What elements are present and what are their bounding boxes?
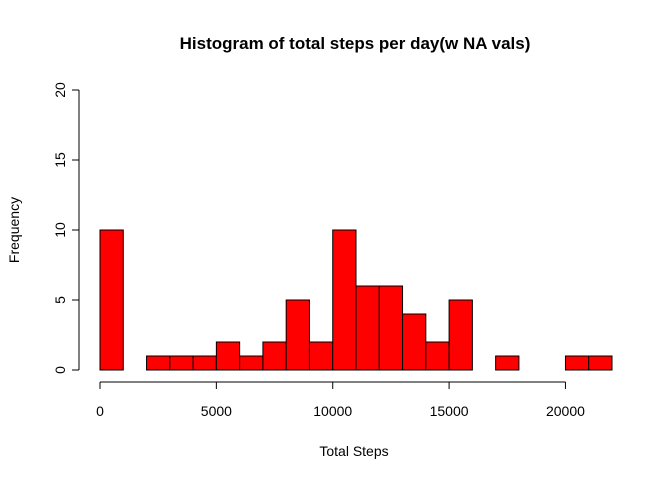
y-tick-label: 20: [52, 82, 68, 98]
histogram-bar: [332, 229, 357, 371]
histogram-bar: [425, 341, 450, 371]
y-tick-label: 15: [52, 152, 68, 168]
y-axis-label: Frequency: [6, 197, 22, 263]
histogram-bar: [588, 355, 613, 371]
histogram-bar: [495, 355, 520, 371]
histogram-bar: [262, 341, 287, 371]
chart-title: Histogram of total steps per day(w NA va…: [180, 34, 531, 53]
x-tick-label: 15000: [430, 403, 469, 419]
histogram-bar: [308, 341, 334, 371]
y-tick-label: 5: [52, 296, 68, 304]
histogram-bar: [192, 355, 217, 371]
histogram-bar: [146, 355, 171, 371]
bars-group: [99, 229, 613, 371]
y-tick-label: 0: [52, 366, 68, 374]
histogram-bar: [402, 313, 427, 371]
histogram-bar: [355, 285, 380, 371]
histogram-bar: [378, 285, 404, 371]
y-tick-label: 10: [52, 222, 68, 238]
y-axis: 0 5 10 15 20: [52, 82, 80, 374]
x-axis-label: Total Steps: [319, 443, 388, 459]
histogram-bar: [285, 299, 310, 371]
histogram-bar: [215, 341, 241, 371]
histogram-bar: [448, 299, 473, 371]
x-axis: 0 5000 10000 15000 20000: [96, 381, 585, 419]
histogram-bar: [99, 229, 124, 371]
x-tick-label: 5000: [201, 403, 232, 419]
histogram-bar: [169, 355, 194, 371]
x-tick-label: 20000: [546, 403, 585, 419]
histogram-bar: [564, 355, 590, 371]
x-tick-label: 0: [96, 403, 104, 419]
histogram-bar: [239, 355, 264, 371]
x-tick-label: 10000: [313, 403, 352, 419]
